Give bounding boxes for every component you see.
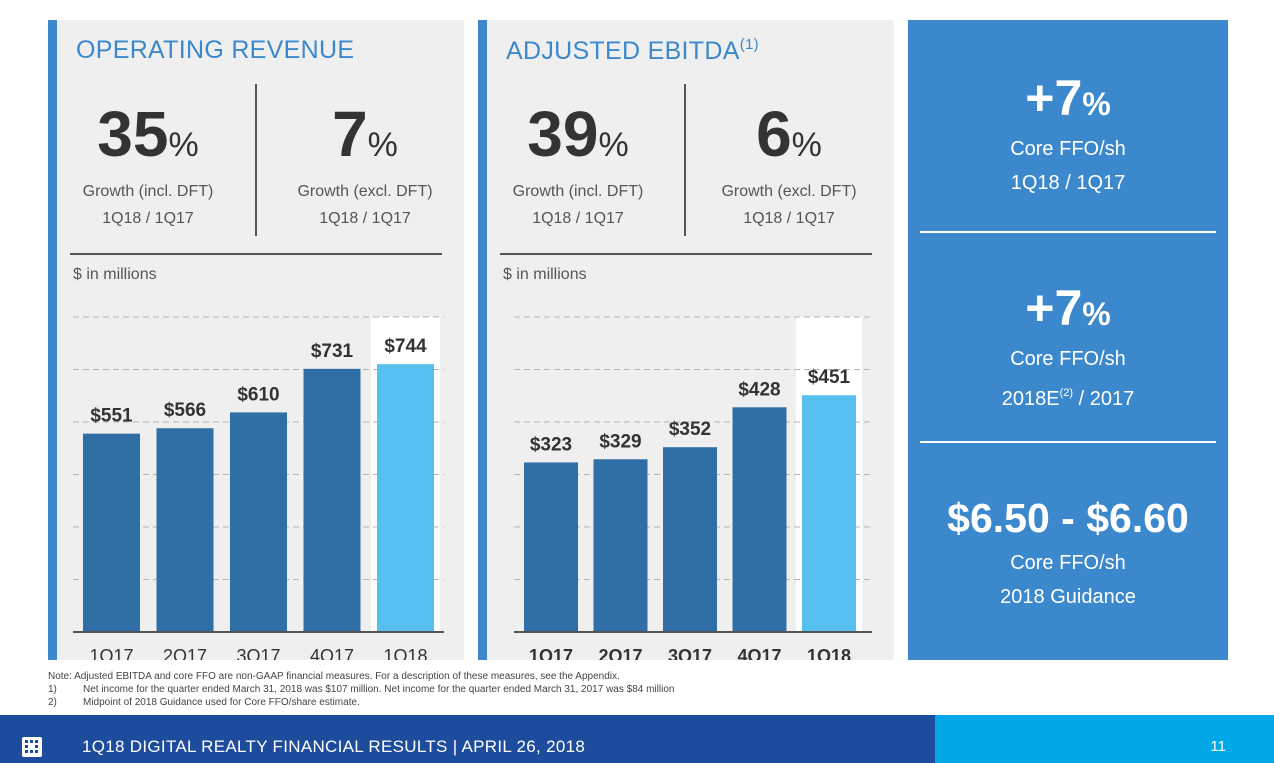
ebitda-title: ADJUSTED EBITDA(1) bbox=[506, 36, 759, 66]
stat-period: 1Q18 / 1Q17 bbox=[102, 210, 194, 227]
ebitda-stat-incl: 39% Growth (incl. DFT) 1Q18 / 1Q17 bbox=[483, 102, 673, 231]
ebitda-panel: ADJUSTED EBITDA(1) 39% Growth (incl. DFT… bbox=[478, 20, 894, 660]
bar-3q17 bbox=[230, 412, 287, 632]
bar-4q17 bbox=[732, 407, 787, 632]
footer-bar: 1Q18 DIGITAL REALTY FINANCIAL RESULTS | … bbox=[0, 715, 1274, 763]
footnote-item: 2) Midpoint of 2018 Guidance used for Co… bbox=[48, 696, 848, 709]
ffo-label: Core FFO/sh bbox=[1010, 348, 1126, 370]
stat-value: 7 bbox=[332, 98, 368, 170]
panel-accent-bar bbox=[48, 20, 57, 660]
x-tick-label: 3Q17 bbox=[236, 646, 280, 660]
data-label: $566 bbox=[164, 400, 206, 421]
revenue-stat-excl: 7% Growth (excl. DFT) 1Q18 / 1Q17 bbox=[270, 102, 460, 231]
stat-label: Growth (incl. DFT) bbox=[82, 183, 214, 200]
section-divider bbox=[500, 253, 872, 255]
stat-label: Growth (excl. DFT) bbox=[721, 183, 857, 200]
x-tick-label: 1Q17 bbox=[529, 646, 573, 660]
revenue-title: OPERATING REVENUE bbox=[76, 36, 355, 64]
footnotes: Note: Adjusted EBITDA and core FFO are n… bbox=[48, 670, 848, 709]
bar-1q18 bbox=[377, 364, 434, 632]
bar-3q17 bbox=[663, 447, 717, 632]
panel-accent-bar bbox=[478, 20, 487, 660]
data-label: $551 bbox=[90, 406, 133, 427]
stat-period: 1Q18 / 1Q17 bbox=[532, 210, 624, 227]
bar-4q17 bbox=[303, 368, 361, 632]
ffo-period: 2018E(2) / 2017 bbox=[908, 376, 1228, 416]
ffo-growth-pct: % bbox=[1082, 296, 1111, 332]
data-label: $610 bbox=[237, 384, 279, 405]
stat-value: 6 bbox=[756, 98, 792, 170]
ffo-label: Core FFO/sh bbox=[1010, 552, 1126, 574]
data-label: $352 bbox=[669, 419, 711, 440]
core-ffo-panel: +7% Core FFO/sh 1Q18 / 1Q17 +7% Core FFO… bbox=[908, 20, 1228, 660]
footnote-number: 2) bbox=[48, 697, 57, 708]
guidance-range: $6.50 - $6.60 bbox=[947, 495, 1189, 541]
revenue-stat-incl: 35% Growth (incl. DFT) 1Q18 / 1Q17 bbox=[53, 102, 243, 231]
ffo-growth-pct: % bbox=[1082, 86, 1111, 122]
footnote-number: 1) bbox=[48, 684, 57, 695]
x-tick-label: 4Q17 bbox=[737, 646, 781, 660]
x-tick-label: 2Q17 bbox=[598, 646, 642, 660]
footnote-text: Midpoint of 2018 Guidance used for Core … bbox=[83, 697, 360, 708]
stat-period: 1Q18 / 1Q17 bbox=[743, 210, 835, 227]
data-label: $329 bbox=[599, 431, 641, 452]
panel-divider bbox=[920, 231, 1216, 233]
bar-2q17 bbox=[593, 459, 648, 632]
guidance-label: 2018 Guidance bbox=[1000, 586, 1136, 608]
core-ffo-guidance: $6.50 - $6.60 Core FFO/sh 2018 Guidance bbox=[908, 490, 1228, 614]
ebitda-stat-excl: 6% Growth (excl. DFT) 1Q18 / 1Q17 bbox=[694, 102, 884, 231]
panel-divider bbox=[920, 441, 1216, 443]
stat-pct: % bbox=[168, 126, 199, 164]
revenue-bar-chart: $551 1Q17 $566 2Q17 $610 3Q17 $731 4Q17 $744 1Q18 bbox=[73, 316, 444, 660]
ffo-growth-value: +7 bbox=[1025, 280, 1083, 336]
ebitda-bar-chart: $323 1Q17 $329 2Q17 $352 3Q17 $428 4Q17 $451 1Q18 bbox=[514, 316, 872, 660]
ffo-growth-value: +7 bbox=[1025, 70, 1083, 126]
x-tick-label: 3Q17 bbox=[668, 646, 712, 660]
data-label: $323 bbox=[530, 434, 572, 455]
ebitda-title-text: ADJUSTED EBITDA bbox=[506, 37, 740, 65]
stat-label: Growth (incl. DFT) bbox=[512, 183, 644, 200]
stat-divider bbox=[684, 84, 686, 236]
ebitda-title-footnote: (1) bbox=[739, 36, 759, 53]
stat-label: Growth (excl. DFT) bbox=[297, 183, 433, 200]
bar-2q17 bbox=[156, 428, 214, 632]
ffo-period-compare: / 2017 bbox=[1073, 388, 1135, 410]
stat-divider bbox=[255, 84, 257, 236]
data-label: $428 bbox=[738, 379, 780, 400]
stat-pct: % bbox=[367, 126, 398, 164]
ffo-period-year: 2018E bbox=[1001, 388, 1060, 410]
bar-1q18 bbox=[802, 395, 856, 632]
x-tick-label: 4Q17 bbox=[310, 646, 354, 660]
revenue-panel: OPERATING REVENUE 35% Growth (incl. DFT)… bbox=[48, 20, 464, 660]
data-label: $731 bbox=[311, 341, 354, 362]
x-tick-label: 1Q18 bbox=[807, 646, 851, 660]
x-tick-label: 1Q17 bbox=[89, 646, 133, 660]
footnote-text: Net income for the quarter ended March 3… bbox=[83, 684, 675, 695]
digital-realty-logo-icon bbox=[22, 737, 42, 757]
bar-1q17 bbox=[83, 433, 140, 632]
ffo-period-footnote: (2) bbox=[1059, 387, 1074, 399]
section-divider bbox=[70, 253, 442, 255]
stat-value: 39 bbox=[527, 98, 599, 170]
page-number: 11 bbox=[1210, 738, 1226, 755]
data-label: $451 bbox=[808, 367, 851, 388]
footnote-item: 1) Net income for the quarter ended Marc… bbox=[48, 683, 848, 696]
footer-title: 1Q18 DIGITAL REALTY FINANCIAL RESULTS | … bbox=[82, 737, 586, 756]
stat-pct: % bbox=[791, 126, 822, 164]
x-tick-label: 2Q17 bbox=[163, 646, 207, 660]
core-ffo-growth-quarter: +7% Core FFO/sh 1Q18 / 1Q17 bbox=[908, 70, 1228, 200]
ffo-period: 1Q18 / 1Q17 bbox=[1010, 172, 1126, 194]
stat-value: 35 bbox=[97, 98, 169, 170]
footer-accent: 11 bbox=[935, 715, 1274, 763]
stat-period: 1Q18 / 1Q17 bbox=[319, 210, 411, 227]
units-label: $ in millions bbox=[73, 266, 157, 283]
bar-1q17 bbox=[524, 462, 578, 632]
stat-pct: % bbox=[598, 126, 629, 164]
ffo-label: Core FFO/sh bbox=[1010, 138, 1126, 160]
x-tick-label: 1Q18 bbox=[383, 646, 427, 660]
core-ffo-growth-year: +7% Core FFO/sh 2018E(2) / 2017 bbox=[908, 280, 1228, 416]
data-label: $744 bbox=[384, 336, 427, 357]
units-label: $ in millions bbox=[503, 266, 587, 283]
footnote-intro: Note: Adjusted EBITDA and core FFO are n… bbox=[48, 671, 620, 682]
